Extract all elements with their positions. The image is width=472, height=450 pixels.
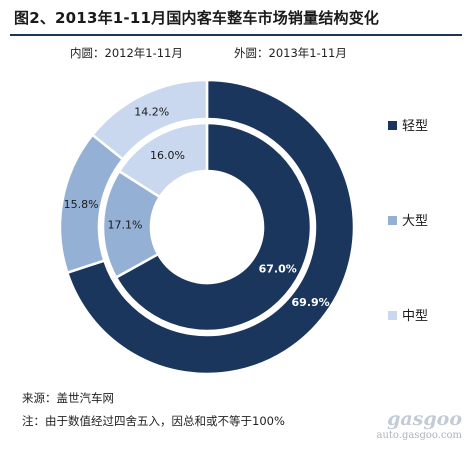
legend-label-1: 大型 bbox=[402, 214, 428, 229]
inner-slice-0 bbox=[114, 121, 313, 333]
inner-slice-label-2: 16.0% bbox=[150, 149, 185, 162]
outer-slice-label-1: 15.8% bbox=[64, 198, 99, 211]
title-divider bbox=[10, 34, 462, 36]
inner-slice-label-1: 17.1% bbox=[108, 219, 143, 232]
gasgoo-watermark-logo: gasgoo auto.gasgoo.com bbox=[377, 408, 463, 441]
watermark-site: auto.gasgoo.com bbox=[376, 430, 463, 441]
outer-slice-2 bbox=[90, 78, 209, 162]
outer-slice-label-0: 69.9% bbox=[292, 296, 330, 309]
legend-label-2: 中型 bbox=[402, 309, 428, 324]
legend-swatch-2 bbox=[388, 311, 397, 320]
legend-swatch-0 bbox=[388, 121, 397, 130]
legend-label-0: 轻型 bbox=[402, 119, 428, 134]
inner-slice-label-0: 67.0% bbox=[259, 263, 297, 276]
outer-slice-0 bbox=[65, 78, 356, 376]
legend-swatch-1 bbox=[388, 216, 397, 225]
outer-ring-label: 外圆：2013年1-11月 bbox=[234, 46, 347, 60]
outer-slice-label-2: 14.2% bbox=[134, 106, 169, 119]
watermark-brand: gasgoo bbox=[387, 408, 462, 430]
source-text: 来源：盖世汽车网 bbox=[22, 391, 114, 405]
inner-ring-label: 内圆：2012年1-11月 bbox=[70, 46, 183, 60]
inner-slice-2 bbox=[117, 121, 209, 199]
chart-title: 图2、2013年1-11月国内客车整车市场销量结构变化 bbox=[14, 9, 380, 27]
footnote-text: 注：由于数值经过四舍五入，因总和或不等于100% bbox=[22, 414, 285, 428]
